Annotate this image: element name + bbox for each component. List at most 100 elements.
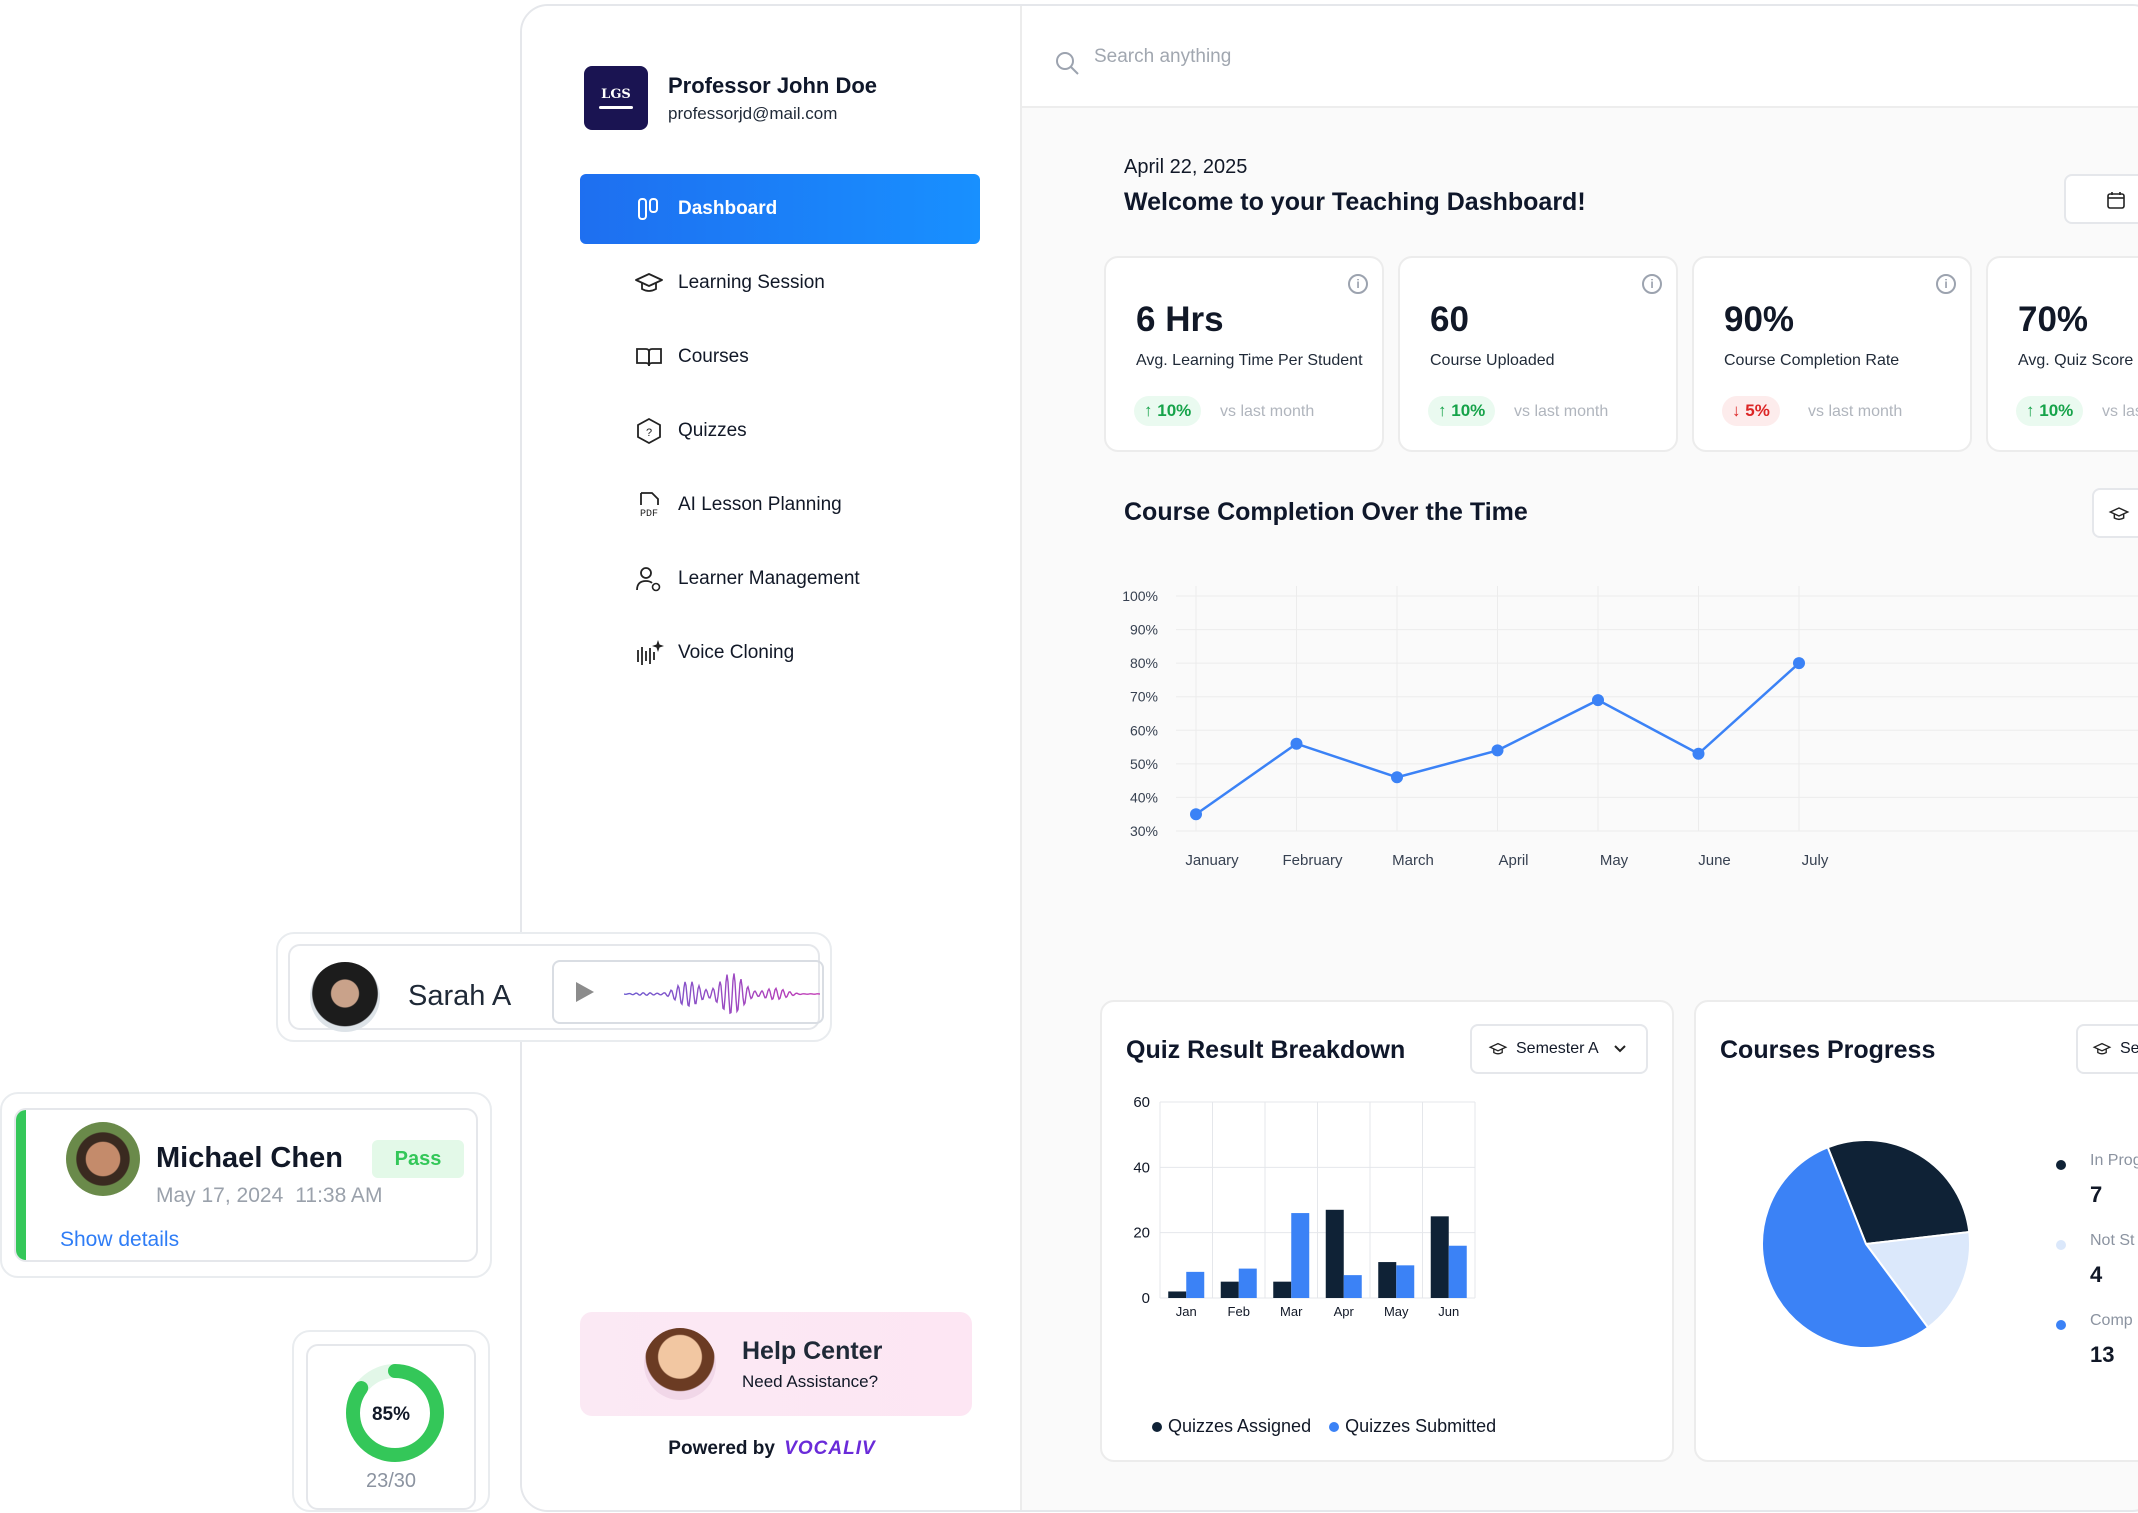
graduation-cap-icon	[2108, 507, 2130, 521]
sidebar-item-courses[interactable]: Courses	[580, 322, 980, 392]
support-avatar	[644, 1328, 716, 1400]
x-tick-label: June	[1698, 852, 1731, 869]
data-point	[1793, 657, 1805, 670]
x-tick-label: Mar	[1280, 1304, 1303, 1319]
powered-by-label: Powered by	[668, 1438, 775, 1459]
vocaliv-logo: VOCALIV	[784, 1438, 876, 1459]
legend-item-submitted: Quizzes Submitted	[1329, 1416, 1496, 1437]
sidebar-item-label: Courses	[678, 346, 749, 367]
pdf-file-icon: PDF	[632, 488, 666, 522]
semester-select-value: Semester A	[1516, 1040, 1599, 1057]
x-tick-label: May	[1384, 1304, 1409, 1319]
pie-slice-completed	[1761, 1146, 1930, 1349]
info-icon[interactable]: i	[1642, 274, 1662, 294]
data-point	[1391, 771, 1403, 784]
info-icon[interactable]: i	[1348, 274, 1368, 294]
question-hexagon-icon: ?	[632, 414, 666, 448]
sidebar-item-ai-lesson-planning[interactable]: PDF AI Lesson Planning	[580, 470, 980, 540]
pie-slice-in-progress	[1826, 1139, 1971, 1246]
stat-label: Avg. Learning Time Per Student	[1136, 352, 1363, 369]
current-date: April 22, 2025	[1124, 156, 1248, 178]
data-point	[1592, 694, 1604, 707]
legend-item-assigned: Quizzes Assigned	[1152, 1416, 1311, 1437]
data-point	[1190, 808, 1202, 821]
stat-card-learning-time: i 6 Hrs Avg. Learning Time Per Student ↑…	[1104, 256, 1384, 452]
score-fraction: 23/30	[365, 1470, 417, 1492]
score-percent: 85%	[371, 1404, 411, 1425]
pie-legend-not-started: Not St 4	[2056, 1232, 2134, 1288]
y-tick-label: 80%	[1130, 655, 1158, 671]
bar-submitted	[1396, 1265, 1415, 1298]
stat-change-badge: ↑ 10%	[1134, 396, 1202, 426]
x-tick-label: January	[1185, 852, 1239, 869]
line-chart-filter-button[interactable]	[2092, 488, 2138, 538]
bar-assigned	[1168, 1291, 1187, 1298]
x-tick-label: July	[1802, 852, 1829, 869]
graduation-cap-icon	[1488, 1042, 1508, 1055]
profile-header[interactable]: LGS Professor John Doe professorjd@mail.…	[584, 66, 877, 130]
pie-legend-in-progress: In Prog 7	[2056, 1152, 2138, 1208]
arrow-down-icon: ↓	[1732, 401, 1746, 420]
sidebar-item-dashboard[interactable]: Dashboard	[580, 174, 980, 244]
svg-text:?: ?	[646, 427, 652, 439]
page-title: Welcome to your Teaching Dashboard!	[1124, 188, 1586, 216]
stat-value: 90%	[1724, 300, 1795, 339]
x-tick-label: Feb	[1228, 1304, 1250, 1319]
quiz-chart-legend: Quizzes Assigned Quizzes Submitted	[1152, 1416, 1514, 1437]
semester-select[interactable]: Sem	[2076, 1024, 2138, 1074]
score-progress-ring	[346, 1364, 444, 1462]
play-icon[interactable]	[574, 980, 596, 1004]
semester-select[interactable]: Semester A	[1470, 1024, 1648, 1074]
x-tick-label: Jun	[1438, 1304, 1459, 1319]
y-tick-label: 40%	[1130, 789, 1158, 805]
sound-wave-sparkle-icon	[632, 636, 666, 670]
user-gear-icon	[632, 562, 666, 596]
help-center-card[interactable]: Help Center Need Assistance?	[580, 1312, 972, 1416]
sidebar-item-label: Dashboard	[678, 198, 778, 219]
sidebar-item-learner-management[interactable]: Learner Management	[580, 544, 980, 614]
audio-player[interactable]	[552, 960, 824, 1024]
data-point	[1290, 737, 1303, 750]
graduation-cap-icon	[2092, 1042, 2112, 1055]
y-tick-label: 50%	[1130, 756, 1158, 772]
x-tick-label: May	[1600, 852, 1629, 869]
data-point	[1491, 744, 1504, 757]
stat-comparison: vs last month	[2102, 403, 2138, 420]
graduation-cap-icon	[632, 266, 666, 300]
score-progress-arc	[346, 1364, 444, 1462]
quiz-bar-chart: 0 20 40 60 Jan Feb Mar Apr May Jun	[1133, 1094, 1476, 1319]
sidebar-item-learning-session[interactable]: Learning Session	[580, 248, 980, 318]
bar-assigned	[1378, 1262, 1397, 1298]
stat-card-completion-rate: i 90% Course Completion Rate ↓ 5% vs las…	[1692, 256, 1972, 452]
stat-label: Course Uploaded	[1430, 352, 1555, 369]
pie-legend-completed: Comp 13	[2056, 1312, 2133, 1368]
arrow-up-icon: ↑	[1438, 401, 1452, 420]
y-tick-label: 20	[1133, 1225, 1150, 1242]
date-picker-button[interactable]	[2064, 174, 2138, 224]
sidebar-item-quizzes[interactable]: ? Quizzes	[580, 396, 980, 466]
sidebar-item-label: Learning Session	[678, 272, 825, 293]
dashboard-icon	[632, 192, 666, 226]
search-input[interactable]	[1094, 46, 1594, 68]
data-point	[1692, 747, 1705, 760]
bar-submitted	[1343, 1275, 1362, 1298]
quiz-chart-title: Quiz Result Breakdown	[1126, 1036, 1406, 1064]
waveform-path	[624, 973, 820, 1015]
semester-select-value: Sem	[2120, 1040, 2138, 1057]
sidebar-item-voice-cloning[interactable]: Voice Cloning	[580, 618, 980, 688]
arrow-up-icon: ↑	[1144, 401, 1158, 420]
info-icon[interactable]: i	[1936, 274, 1956, 294]
y-tick-label: 0	[1142, 1290, 1150, 1307]
bar-assigned	[1430, 1216, 1449, 1298]
help-center-title: Help Center	[742, 1336, 883, 1365]
pie-chart-title: Courses Progress	[1720, 1036, 1936, 1064]
sidebar: LGS Professor John Doe professorjd@mail.…	[522, 6, 1022, 1510]
sidebar-item-label: AI Lesson Planning	[678, 494, 842, 515]
bar-assigned	[1325, 1209, 1344, 1298]
pie-slice-not-started	[1864, 1230, 1971, 1329]
logo-text: LGS	[601, 87, 631, 102]
show-details-link[interactable]: Show details	[60, 1228, 180, 1251]
app-window: LGS Professor John Doe professorjd@mail.…	[520, 4, 2138, 1512]
y-tick-label: 60	[1133, 1094, 1150, 1111]
y-tick-label: 100%	[1122, 588, 1158, 604]
